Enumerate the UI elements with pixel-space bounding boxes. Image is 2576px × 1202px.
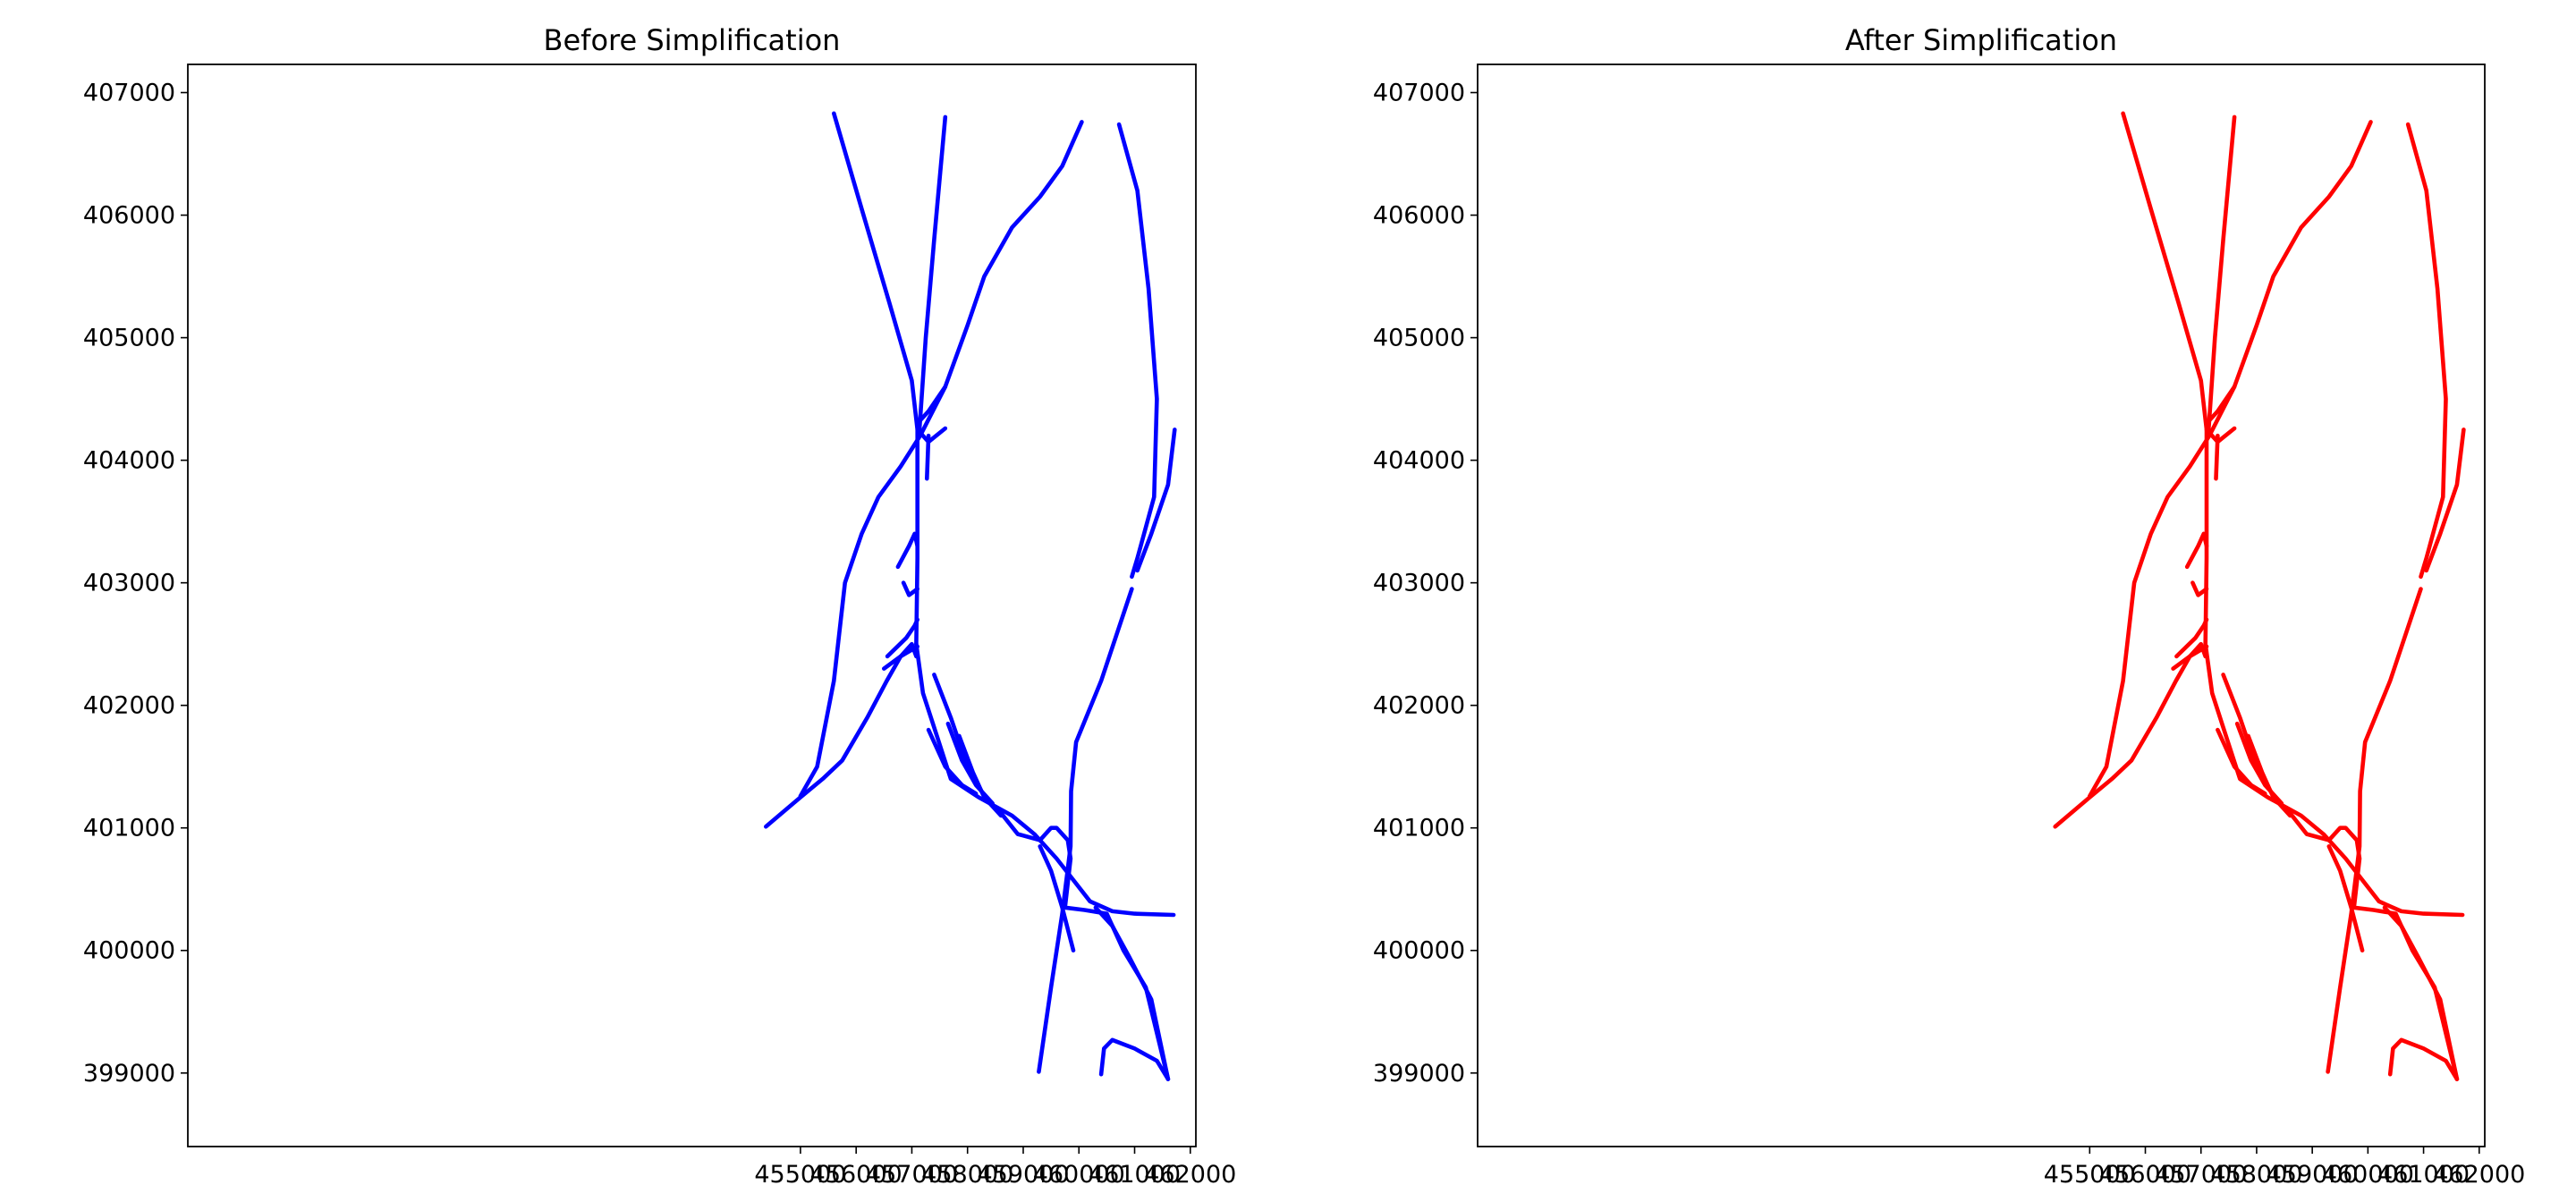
after-x-tick-label: 458000	[2210, 1161, 2302, 1189]
before-track-5	[764, 644, 919, 829]
before-track-12	[882, 641, 919, 671]
after-track-19	[2326, 844, 2365, 952]
after-y-tick-label: 399000	[1373, 1060, 1465, 1088]
before-y-tick-label: 401000	[83, 815, 175, 842]
after-track-3	[2405, 122, 2448, 580]
before-y-tick-label: 405000	[83, 325, 175, 352]
before-x-tick-label: 461000	[1089, 1161, 1181, 1189]
after-track-13	[2203, 641, 2465, 918]
after-y-tick-label: 404000	[1373, 447, 1465, 475]
after-y-tick-label: 402000	[1373, 692, 1465, 720]
before-simplification-panel: Before Simplification4550004560004570004…	[83, 23, 1236, 1189]
before-track-17	[926, 727, 979, 796]
after-tracks	[2053, 111, 2466, 1081]
after-track-9	[2184, 531, 2209, 570]
after-track-10	[2190, 580, 2209, 597]
after-panel-title: After Simplification	[1845, 23, 2117, 57]
before-x-tick-label: 460000	[1033, 1161, 1125, 1189]
after-x-tick-label: 460000	[2322, 1161, 2414, 1189]
after-track-5	[2053, 644, 2209, 829]
before-track-19	[1038, 844, 1076, 952]
before-y-tick-label: 407000	[83, 80, 175, 107]
before-track-13	[914, 641, 1176, 918]
after-y-tick-label: 407000	[1373, 80, 1465, 107]
after-track-2	[2204, 120, 2373, 426]
before-track-21	[1098, 1037, 1171, 1081]
after-axes-frame	[1477, 63, 2486, 1147]
after-simplification-panel: After Simplification45500045600045700045…	[1373, 23, 2525, 1189]
before-track-16	[957, 733, 1004, 818]
before-track-18	[996, 807, 1171, 1081]
before-x-tick-label: 455000	[754, 1161, 846, 1189]
before-track-2	[915, 120, 1084, 426]
after-track-16	[2246, 733, 2292, 818]
before-x-tick-label: 457000	[866, 1161, 958, 1189]
before-tracks	[764, 111, 1177, 1081]
before-track-1	[917, 114, 948, 438]
after-track-12	[2171, 641, 2207, 671]
after-x-tick-label: 455000	[2044, 1161, 2136, 1189]
before-track-6	[798, 385, 948, 799]
before-y-tick-label: 403000	[83, 570, 175, 597]
before-x-tick-label: 459000	[977, 1161, 1069, 1189]
after-track-22	[2382, 905, 2460, 1081]
before-track-8	[925, 433, 931, 481]
before-y-tick-label: 402000	[83, 692, 175, 720]
before-track-10	[901, 580, 919, 597]
after-x-tick-label: 462000	[2433, 1161, 2525, 1189]
before-y-tick-label: 404000	[83, 447, 175, 475]
after-y-tick-label: 403000	[1373, 570, 1465, 597]
after-track-18	[2284, 807, 2460, 1081]
before-y-tick-label: 399000	[83, 1060, 175, 1088]
after-track-17	[2216, 727, 2267, 796]
before-track-0	[832, 111, 919, 647]
before-track-22	[1093, 905, 1171, 1081]
before-track-4	[1135, 427, 1177, 573]
after-y-tick-label: 406000	[1373, 202, 1465, 230]
before-x-tick-label: 458000	[921, 1161, 1013, 1189]
after-y-tick-label: 401000	[1373, 815, 1465, 842]
after-track-21	[2387, 1037, 2460, 1081]
after-track-8	[2214, 433, 2220, 481]
before-x-tick-label: 456000	[810, 1161, 902, 1189]
after-track-4	[2424, 427, 2466, 573]
after-x-tick-label: 459000	[2267, 1161, 2359, 1189]
after-x-tick-label: 457000	[2155, 1161, 2247, 1189]
before-x-tick-label: 462000	[1144, 1161, 1236, 1189]
before-track-20	[1037, 587, 1134, 1074]
before-panel-title: Before Simplification	[544, 23, 841, 57]
before-track-9	[895, 531, 919, 570]
after-y-tick-label: 405000	[1373, 325, 1465, 352]
after-track-0	[2121, 111, 2209, 647]
before-axes-frame	[187, 63, 1197, 1147]
after-x-tick-label: 456000	[2099, 1161, 2191, 1189]
after-track-11	[2174, 617, 2209, 659]
after-track-6	[2088, 385, 2237, 799]
after-track-20	[2326, 587, 2423, 1074]
after-y-tick-label: 400000	[1373, 937, 1465, 965]
after-track-1	[2206, 114, 2237, 438]
before-track-3	[1116, 122, 1159, 580]
after-x-tick-label: 461000	[2377, 1161, 2470, 1189]
before-track-11	[885, 617, 919, 659]
before-y-tick-label: 400000	[83, 937, 175, 965]
before-y-tick-label: 406000	[83, 202, 175, 230]
